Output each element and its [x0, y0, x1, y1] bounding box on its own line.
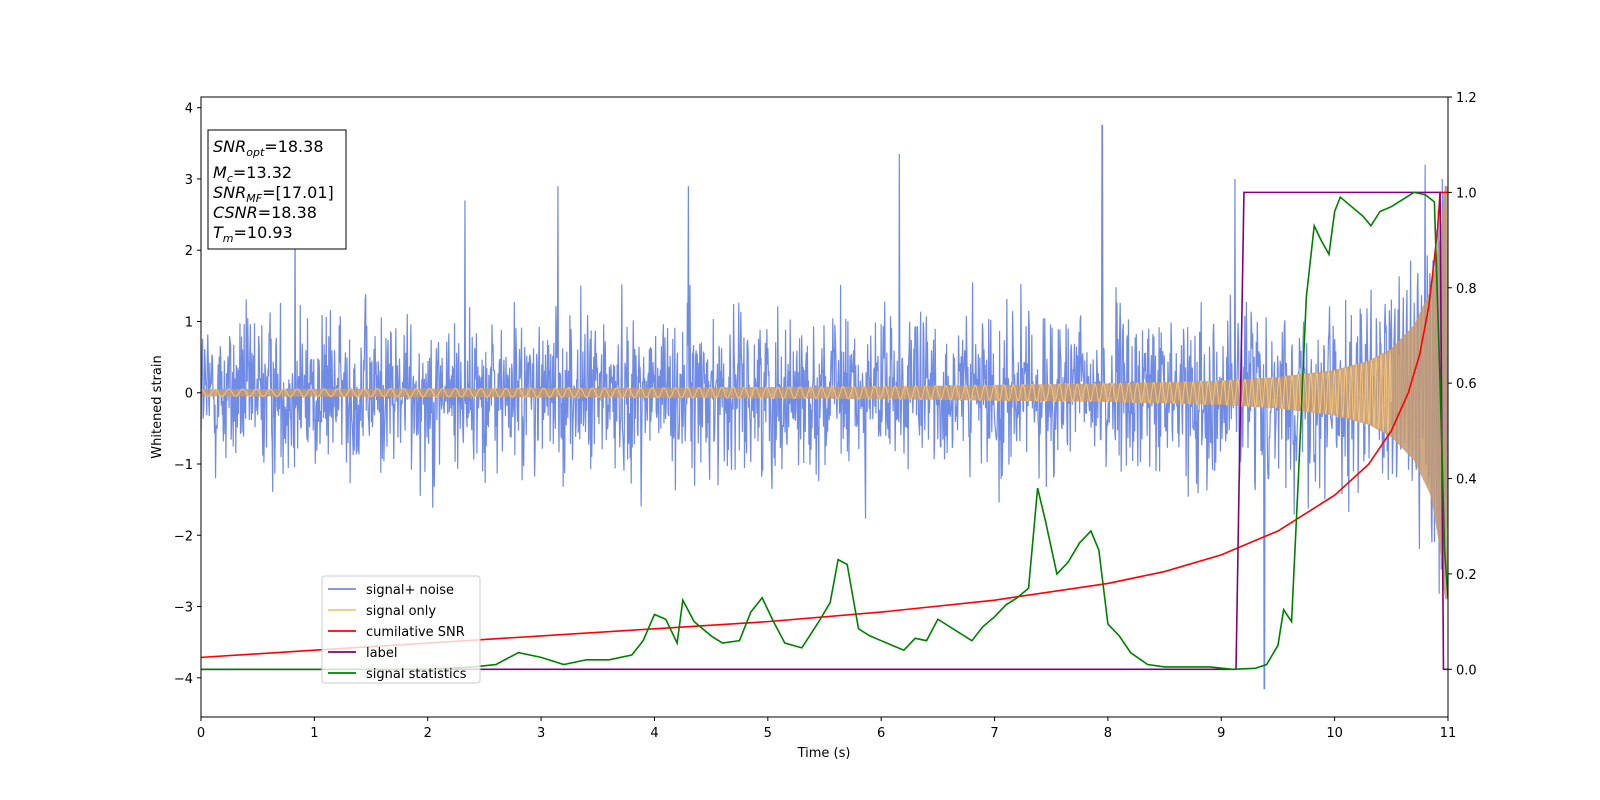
info-line: CSNR=18.38 [213, 203, 317, 222]
x-tick-label: 1 [310, 726, 318, 741]
y-right-tick-label: 1.2 [1456, 91, 1477, 106]
y-right-tick-label: 0.4 [1456, 473, 1477, 488]
x-tick-label: 9 [1217, 726, 1225, 741]
legend-label: signal statistics [366, 667, 467, 682]
y-left-tick-label: 0 [185, 387, 193, 402]
y-left-tick-label: −1 [174, 458, 193, 473]
y-right-tick-label: 1.0 [1456, 186, 1477, 201]
legend-label: cumilative SNR [366, 625, 465, 640]
x-tick-label: 5 [764, 726, 772, 741]
x-tick-label: 3 [537, 726, 545, 741]
legend: signal+ noise signal only cumilative SNR la… [321, 575, 481, 684]
info-box: SNRopt=18.38 Mc=13.32SNRMF=[17.01]CSNR=18… [207, 129, 347, 250]
x-axis: 0 1 2 3 4 5 6 7 8 9 10 11 [197, 717, 1456, 741]
x-tick-label: 7 [990, 726, 998, 741]
y-axis-right: 0.0 0.2 0.4 0.6 0.8 1.0 1.2 [1448, 91, 1477, 678]
y-axis-left: −4 −3 −2 −1 0 1 2 3 4 [174, 102, 201, 687]
plot-area [200, 96, 1449, 718]
series-signal-statistics [201, 191, 1448, 671]
x-tick-label: 8 [1104, 726, 1112, 741]
y-left-tick-label: −4 [174, 672, 193, 687]
y-left-tick-label: −2 [174, 529, 193, 544]
info-line: SNRMF=[17.01] [213, 183, 334, 205]
x-tick-label: 4 [650, 726, 658, 741]
legend-frame [321, 575, 481, 684]
info-line: SNRopt=18.38 [213, 137, 324, 159]
series-cumulative-snr [201, 191, 1448, 659]
x-tick-label: 0 [197, 726, 205, 741]
y-left-tick-label: −3 [174, 601, 193, 616]
y-right-tick-label: 0.8 [1456, 282, 1477, 297]
x-tick-label: 2 [424, 726, 432, 741]
y-right-tick-label: 0.0 [1456, 663, 1477, 678]
legend-label: signal only [366, 604, 436, 619]
info-line: Tm=10.93 [213, 223, 293, 245]
x-tick-label: 6 [877, 726, 885, 741]
info-line: Mc=13.32 [213, 163, 292, 185]
x-tick-label: 11 [1440, 726, 1457, 741]
y-left-tick-label: 3 [185, 173, 193, 188]
legend-label: label [366, 646, 397, 661]
info-box-frame [207, 129, 347, 250]
y-left-tick-label: 2 [185, 244, 193, 259]
y-right-tick-label: 0.2 [1456, 568, 1477, 583]
series-label [201, 191, 1448, 671]
y-left-tick-label: 1 [185, 315, 193, 330]
x-axis-label: Time (s) [797, 746, 851, 761]
y-right-tick-label: 0.6 [1456, 377, 1477, 392]
legend-label: signal+ noise [366, 583, 454, 598]
y-axis-label: Whitened strain [150, 355, 165, 458]
x-tick-label: 10 [1326, 726, 1343, 741]
plot-frame [200, 96, 1449, 718]
series-layer [201, 124, 1448, 690]
series-signal-only [201, 350, 1392, 434]
y-left-tick-label: 4 [185, 102, 193, 117]
